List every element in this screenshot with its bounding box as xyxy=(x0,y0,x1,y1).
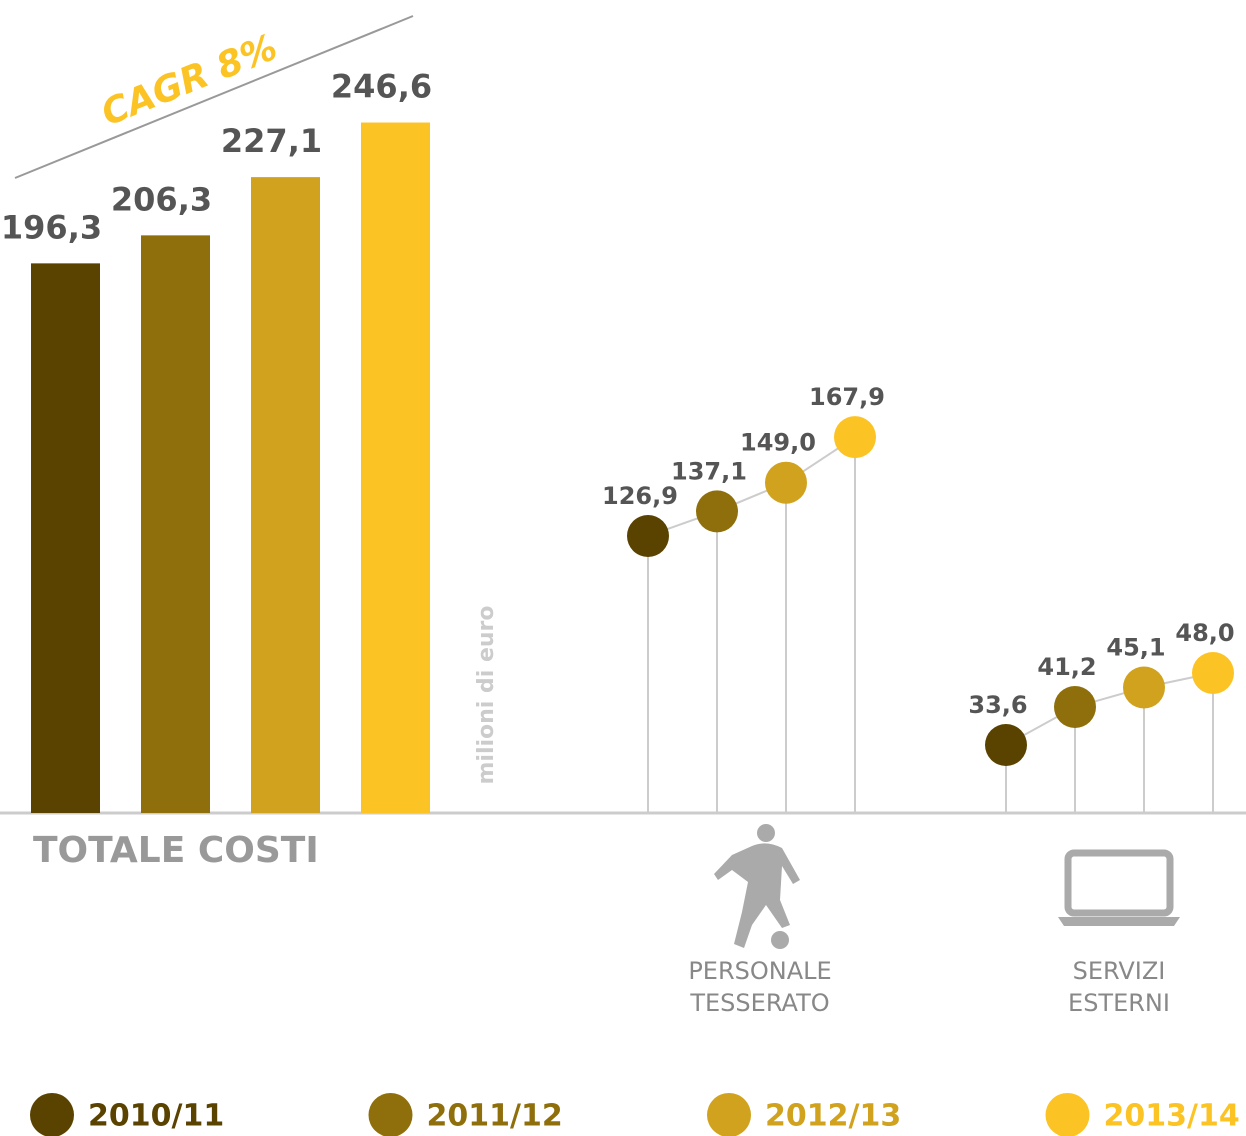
value-label: 126,9 xyxy=(602,482,678,510)
legend-label: 2012/13 xyxy=(765,1099,901,1134)
chart-title: TOTALE COSTI xyxy=(33,830,319,871)
dot xyxy=(1054,686,1096,728)
dot xyxy=(765,461,807,504)
value-label: 196,3 xyxy=(1,208,102,246)
y-axis-label: milioni di euro xyxy=(474,605,499,784)
category-label: ESTERNI xyxy=(1068,989,1170,1017)
value-label: 41,2 xyxy=(1037,653,1096,681)
legend-label: 2010/11 xyxy=(88,1099,224,1134)
value-label: 33,6 xyxy=(968,691,1027,719)
bar xyxy=(361,122,430,813)
bar xyxy=(251,177,320,813)
category-label: SERVIZI xyxy=(1073,957,1166,985)
dot xyxy=(985,724,1027,766)
value-label: 246,6 xyxy=(331,68,432,106)
value-label: 149,0 xyxy=(740,429,816,457)
legend-label: 2011/12 xyxy=(427,1099,563,1134)
dot xyxy=(834,416,876,459)
value-label: 206,3 xyxy=(111,180,212,218)
value-label: 227,1 xyxy=(221,122,322,160)
laptop-icon xyxy=(1058,849,1180,926)
legend-swatch xyxy=(30,1093,74,1136)
legend-swatch xyxy=(1045,1093,1090,1136)
legend-label: 2013/14 xyxy=(1104,1099,1240,1134)
connector xyxy=(1005,672,1214,746)
cagr-line xyxy=(14,15,414,179)
value-label: 48,0 xyxy=(1175,619,1234,647)
legend-swatch xyxy=(368,1093,413,1136)
dot xyxy=(627,514,669,557)
connector xyxy=(647,436,856,537)
legend-swatch xyxy=(707,1093,751,1136)
value-label: 45,1 xyxy=(1106,634,1165,662)
dot xyxy=(1123,666,1165,709)
dot xyxy=(1192,652,1234,694)
bar xyxy=(31,263,100,813)
value-label: 167,9 xyxy=(809,383,885,411)
category-label: TESSERATO xyxy=(689,989,829,1017)
dot xyxy=(696,490,738,533)
player-icon xyxy=(714,824,800,949)
value-label: 137,1 xyxy=(671,457,747,485)
bar xyxy=(141,235,210,814)
category-label: PERSONALE xyxy=(688,957,831,985)
